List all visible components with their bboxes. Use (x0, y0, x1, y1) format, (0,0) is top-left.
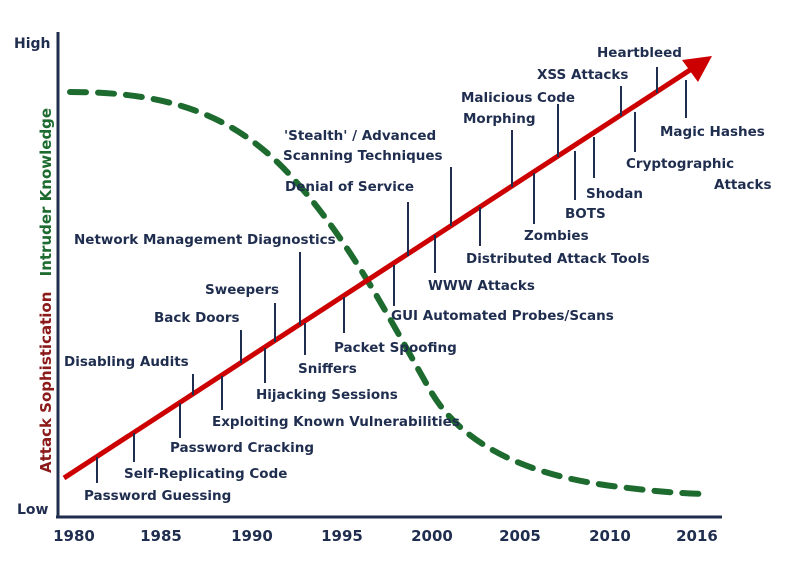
low-label: Low (17, 502, 49, 518)
label-zombies: Zombies (524, 228, 589, 244)
year-1985: 1985 (140, 527, 182, 545)
label-exploiting-known-vulnerabilities: Exploiting Known Vulnerabilities (212, 414, 460, 430)
label-hijacking-sessions: Hijacking Sessions (256, 387, 398, 403)
year-1980: 1980 (53, 527, 95, 545)
label-connectors (96, 67, 687, 483)
y-axis-title: Attack Sophistication Intruder Knowledge (37, 108, 55, 473)
year-2005: 2005 (499, 527, 541, 545)
label-gui-automated-probes: GUI Automated Probes/Scans (391, 308, 614, 324)
label-www-attacks: WWW Attacks (428, 278, 535, 294)
year-2010: 2010 (589, 527, 631, 545)
label-xss-attacks: XSS Attacks (537, 67, 628, 83)
high-label: High (14, 36, 51, 52)
label-shodan: Shodan (586, 186, 643, 202)
label-network-management-diagnostics: Network Management Diagnostics (74, 232, 336, 248)
label-disabling-audits: Disabling Audits (64, 354, 189, 370)
label-password-guessing: Password Guessing (84, 488, 231, 504)
attack-sophistication-arrow (62, 56, 712, 481)
x-axis-years: 1980 1985 1990 1995 2000 2005 2010 2016 (53, 527, 718, 545)
y-title-attack-sophistication: Attack Sophistication (37, 292, 55, 473)
year-1990: 1990 (231, 527, 273, 545)
label-bots: BOTS (565, 206, 606, 222)
label-heartbleed: Heartbleed (597, 45, 682, 61)
label-distributed-attack-tools: Distributed Attack Tools (466, 251, 650, 267)
label-cryptographic-line1: Cryptographic (626, 156, 734, 172)
label-back-doors: Back Doors (154, 310, 240, 326)
label-sniffers: Sniffers (298, 361, 357, 377)
label-malicious-code-line1: Malicious Code (461, 90, 575, 106)
intruder-knowledge-curve (67, 89, 713, 497)
year-2000: 2000 (411, 527, 453, 545)
label-malicious-code-line2: Morphing (463, 111, 536, 127)
y-title-intruder-knowledge: Intruder Knowledge (37, 108, 55, 276)
label-stealth-line1: 'Stealth' / Advanced (284, 128, 436, 144)
label-self-replicating-code: Self-Replicating Code (124, 466, 287, 482)
year-1995: 1995 (321, 527, 363, 545)
label-magic-hashes: Magic Hashes (660, 124, 765, 140)
label-denial-of-service: Denial of Service (285, 179, 414, 195)
year-2016: 2016 (676, 527, 718, 545)
label-cryptographic-line2: Attacks (714, 177, 771, 193)
label-password-cracking: Password Cracking (170, 440, 314, 456)
label-packet-spoofing: Packet Spoofing (334, 340, 457, 356)
label-stealth-line2: Scanning Techniques (283, 148, 443, 164)
event-labels: Password Guessing Self-Replicating Code … (64, 45, 771, 504)
label-sweepers: Sweepers (205, 282, 279, 298)
